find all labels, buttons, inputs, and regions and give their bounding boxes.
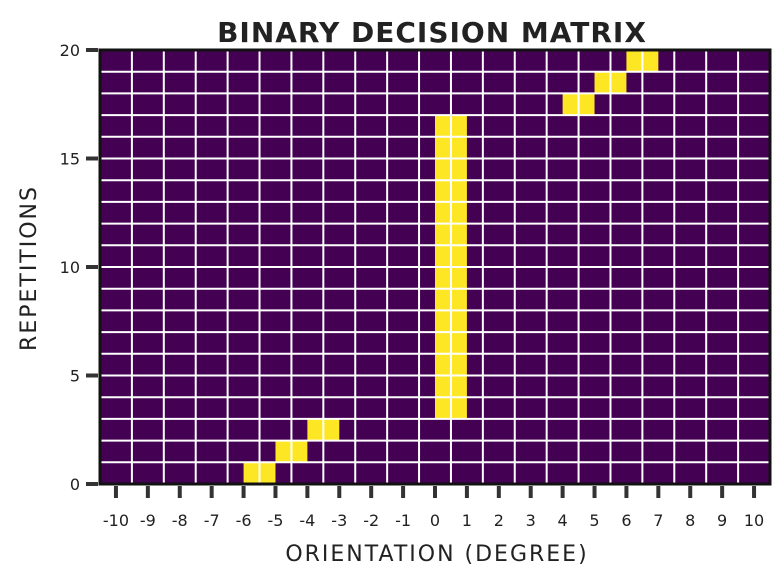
x-tick-label: -1 — [395, 511, 411, 530]
x-tick-label: 4 — [558, 511, 568, 530]
y-tick-label: 20 — [60, 41, 80, 60]
x-tick-label: 6 — [621, 511, 631, 530]
y-tick-label: 0 — [70, 475, 80, 494]
x-tick-label: 8 — [685, 511, 695, 530]
x-tick-label: 9 — [717, 511, 727, 530]
x-tick-label: -10 — [103, 511, 129, 530]
plot-frame — [98, 48, 772, 486]
x-axis: -10 -9 -8 -7 -6 -5 -4 -3 -2 -1 0 1 2 3 4 5 6 7 8 9 10 — [103, 486, 764, 530]
y-axis: 0 5 10 15 20 — [60, 41, 98, 494]
x-tick-label: -6 — [236, 511, 252, 530]
y-tick-label: 10 — [60, 258, 80, 277]
y-tick-label: 5 — [70, 367, 80, 386]
x-tick-label: 2 — [494, 511, 504, 530]
x-tick-label: -4 — [299, 511, 315, 530]
x-axis-label: ORIENTATION (DEGREE) — [285, 542, 588, 567]
x-tick-label: 5 — [589, 511, 599, 530]
y-axis-label: REPETITIONS — [17, 185, 42, 351]
x-tick-label: -7 — [204, 511, 220, 530]
x-tick-label: 0 — [430, 511, 440, 530]
x-tick-label: -3 — [331, 511, 347, 530]
x-tick-label: -9 — [140, 511, 156, 530]
x-tick-label: -5 — [267, 511, 283, 530]
x-tick-label: 3 — [526, 511, 536, 530]
x-tick-label: 10 — [744, 511, 764, 530]
x-tick-label: 1 — [462, 511, 472, 530]
y-tick-label: 15 — [60, 150, 80, 169]
chart-title: BINARY DECISION MATRIX — [217, 16, 647, 49]
x-tick-label: -2 — [363, 511, 379, 530]
x-tick-label: 7 — [653, 511, 663, 530]
x-tick-label: -8 — [172, 511, 188, 530]
heatmap-grid — [99, 49, 771, 485]
